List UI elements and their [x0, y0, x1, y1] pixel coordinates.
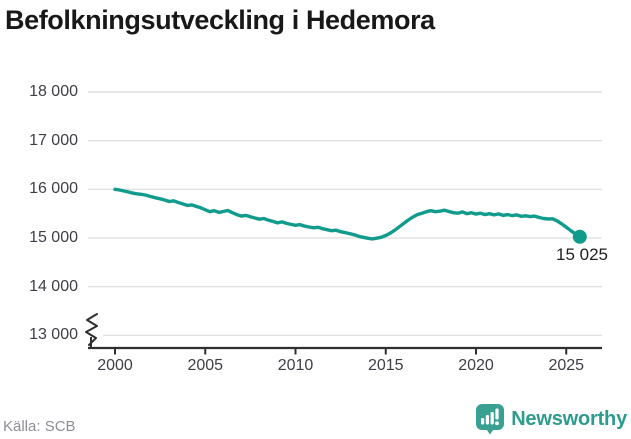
- x-axis-tick-label: 2025: [548, 357, 585, 374]
- x-axis-tick-label: 2020: [458, 357, 494, 374]
- x-axis-tick-label: 2005: [187, 357, 224, 374]
- latest-value-dot: [572, 229, 587, 244]
- x-axis-tick-label: 2010: [277, 357, 314, 374]
- x-axis-tick-label: 2000: [97, 357, 133, 374]
- axis-break-zigzag-icon: [85, 313, 98, 346]
- y-axis-tick-label: 14 000: [29, 277, 78, 295]
- newsworthy-logo[interactable]: Newsworthy: [475, 403, 627, 435]
- x-axis-tick-label: 2015: [367, 357, 404, 374]
- latest-value-label: 15 025: [556, 245, 608, 264]
- brand-name: Newsworthy: [511, 408, 627, 430]
- x-axis-ticks: [114, 348, 568, 355]
- chart-title: Befolkningsutveckling i Hedemora: [5, 5, 435, 35]
- population-series-line: [113, 187, 582, 241]
- y-axis-tick-label: 16 000: [29, 180, 78, 198]
- source-attribution: Källa: SCB: [3, 418, 76, 435]
- gridlines: [88, 91, 602, 336]
- newsworthy-bar-chart-bubble-icon: [476, 404, 505, 435]
- y-axis-tick-label: 13 000: [29, 326, 78, 344]
- y-axis-tick-label: 17 000: [29, 131, 78, 149]
- y-axis-tick-label: 15 000: [29, 228, 78, 246]
- y-axis-tick-label: 18 000: [29, 83, 78, 100]
